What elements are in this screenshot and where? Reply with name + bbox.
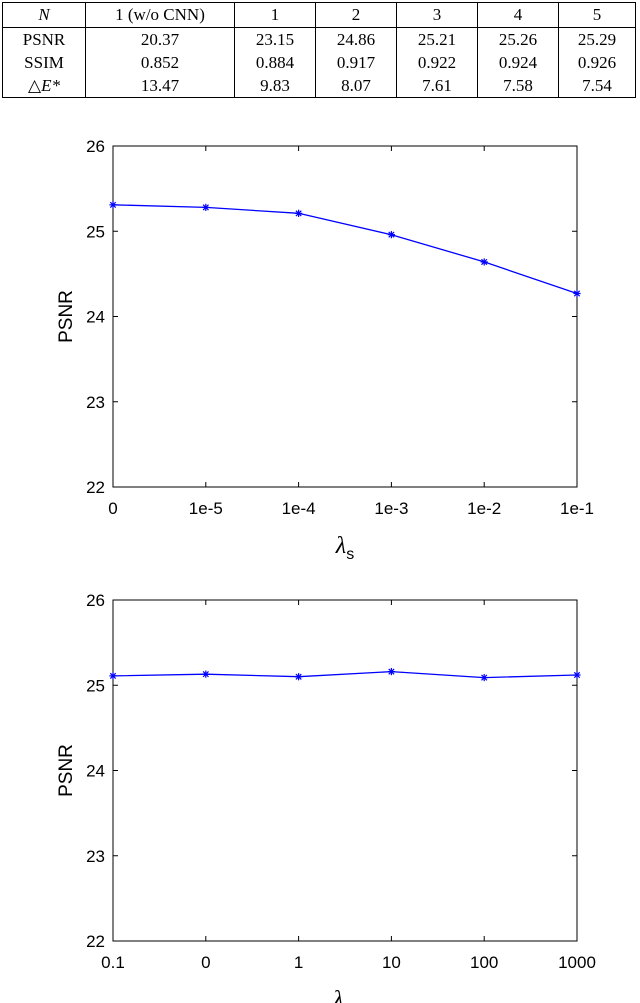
table-cell: 7.61 (396, 74, 478, 98)
table-header-cell: N (2, 2, 86, 28)
x-axis-label-subscript: s (346, 546, 354, 563)
chart-svg: 22 23 24 25 26 0.1 0 1 10 100 1000 PSNR λm (56, 591, 596, 1003)
x-axis-label: λs (335, 533, 354, 563)
plot-frame (112, 145, 578, 488)
table-header-cell: 5 (558, 2, 636, 28)
x-tick-label: 0 (201, 953, 210, 972)
psnr-vs-lambda-s-chart: 22 23 24 25 26 0 1e-5 1e-4 1e-3 1e-2 1e-1 PSNR λs (0, 120, 640, 570)
x-tick-label: 10 (382, 953, 401, 972)
data-point-marker (387, 231, 395, 239)
table-cell: 0.924 (477, 51, 559, 74)
table-header-cell: 1 (w/o CNN) (85, 2, 235, 28)
table-cell: 13.47 (85, 74, 235, 98)
data-point-marker (295, 673, 303, 681)
x-tick-label: 100 (470, 953, 498, 972)
data-point-marker (109, 201, 117, 209)
data-point-marker (109, 672, 117, 680)
y-tick-label: 24 (86, 308, 105, 327)
y-axis-label: PSNR (56, 744, 77, 797)
table-cell: 25.29 (558, 27, 636, 51)
row-label: PSNR (2, 27, 86, 51)
table-cell: 0.922 (396, 51, 478, 74)
series-line (112, 670, 578, 679)
row-label: SSIM (2, 51, 86, 74)
table-cell: 0.884 (234, 51, 316, 74)
x-tick-label: 1000 (558, 953, 596, 972)
data-point-marker (480, 673, 488, 682)
plot-frame (112, 599, 578, 942)
x-tick-label: 1e-1 (560, 499, 594, 518)
table-cell: 0.926 (558, 51, 636, 74)
series-line (112, 204, 578, 295)
table-header-row: N 1 (w/o CNN) 1 2 3 4 5 (2, 2, 636, 28)
y-tick-label: 23 (86, 847, 105, 866)
data-point-marker (573, 671, 581, 679)
x-tick-label: 0.1 (101, 953, 125, 972)
y-tick-label: 24 (86, 762, 105, 781)
chart-svg: 22 23 24 25 26 0 1e-5 1e-4 1e-3 1e-2 1e-1 PSNR λs (56, 137, 594, 563)
table-cell: 23.15 (234, 27, 316, 51)
x-tick-label: 1 (294, 953, 303, 972)
table-cell: 25.26 (477, 27, 559, 51)
y-tick-label: 25 (86, 676, 105, 695)
table-row: PSNR 20.37 23.15 24.86 25.21 25.26 25.29 (2, 27, 636, 51)
y-tick-label: 26 (86, 591, 105, 610)
table-cell: 0.917 (315, 51, 397, 74)
y-tick-label: 22 (86, 478, 105, 497)
y-tick-label: 22 (86, 932, 105, 951)
table-header-cell: 1 (234, 2, 316, 28)
row-label: △E* (2, 74, 86, 98)
x-tick-label: 1e-2 (467, 499, 501, 518)
x-axis-label-symbol: λ (335, 533, 346, 559)
table-cell: 7.54 (558, 74, 636, 98)
table-cell: 20.37 (85, 27, 235, 51)
table-cell: 0.852 (85, 51, 235, 74)
table-cell: 8.07 (315, 74, 397, 98)
data-point-marker (480, 258, 488, 266)
data-point-marker (387, 668, 395, 676)
table-cell: 7.58 (477, 74, 559, 98)
data-point-marker (202, 203, 210, 211)
x-axis-label: λm (332, 987, 357, 1003)
results-table: N 1 (w/o CNN) 1 2 3 4 5 PSNR 20.37 23.15… (2, 2, 636, 98)
x-axis-label-symbol: λ (332, 987, 343, 1003)
table-cell: 25.21 (396, 27, 478, 51)
table-header-cell: 3 (396, 2, 478, 28)
table-cell: 9.83 (234, 74, 316, 98)
x-tick-label: 1e-5 (189, 499, 223, 518)
y-axis-label: PSNR (56, 290, 77, 343)
table-header-cell: 2 (315, 2, 397, 28)
x-axis-label-subscript: m (344, 1000, 357, 1003)
x-tick-label: 1e-3 (374, 499, 408, 518)
table-header-cell: 4 (477, 2, 559, 28)
data-point-marker (295, 209, 303, 217)
y-tick-label: 25 (86, 222, 105, 241)
data-point-marker (202, 670, 210, 678)
table-cell: 24.86 (315, 27, 397, 51)
x-tick-label: 0 (108, 499, 117, 518)
table-row: △E* 13.47 9.83 8.07 7.61 7.58 7.54 (2, 74, 636, 98)
psnr-vs-lambda-m-chart: 22 23 24 25 26 0.1 0 1 10 100 1000 PSNR λm (0, 574, 640, 1003)
data-point-marker (573, 289, 581, 298)
table-row: SSIM 0.852 0.884 0.917 0.922 0.924 0.926 (2, 51, 636, 74)
y-tick-label: 26 (86, 137, 105, 156)
y-tick-label: 23 (86, 393, 105, 412)
x-tick-label: 1e-4 (282, 499, 316, 518)
